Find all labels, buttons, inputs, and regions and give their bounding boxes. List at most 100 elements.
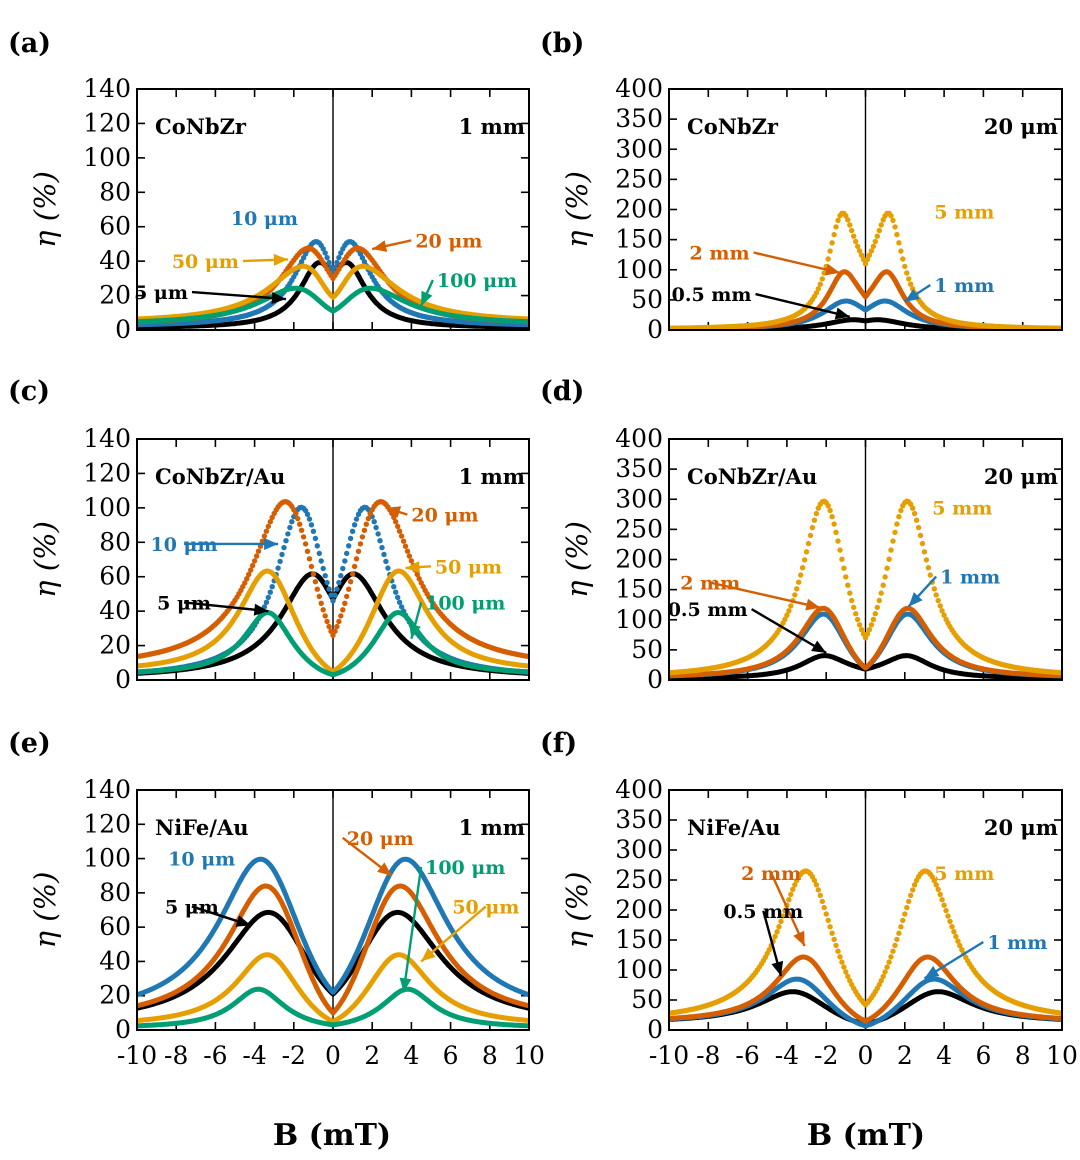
data-point [263,599,270,605]
data-point [338,573,344,579]
data-point [882,574,888,580]
data-point [819,276,825,282]
y-tick-label: 100 [615,605,663,634]
series-annotation: 100 μm [425,592,505,614]
data-point [326,259,332,266]
data-point [249,562,256,569]
data-point [955,938,961,944]
x-tick-label: 0 [325,1041,341,1070]
data-point [827,507,833,514]
data-point [332,628,338,634]
annotation-arrow-shaft [753,251,841,274]
data-point [377,538,383,544]
x-tick-label: 2 [364,1041,380,1070]
series-line-100-μm [137,610,529,678]
data-point [900,917,906,924]
data-point [263,528,270,534]
data-point [246,571,252,578]
annotation-arrow-shaft [709,581,821,609]
data-point [782,907,788,914]
annotation-arrow-head [811,640,827,653]
material-label: CoNbZr [155,114,247,139]
data-point [398,604,405,610]
annotation-arrow-head [405,561,420,574]
data-point [908,892,914,899]
data-point [908,501,914,507]
data-point [866,627,873,633]
data-point [349,571,356,577]
annotation-arrow-head [793,930,805,946]
data-point [943,907,949,914]
y-tick-label: 0 [115,1015,131,1044]
y-tick-label: 200 [615,895,663,924]
data-point [890,948,896,954]
data-point [328,592,334,598]
data-point [385,565,391,571]
y-axis-title: η (%) [560,521,594,598]
annotation-arrow-head [421,290,433,306]
plot-frame [136,88,530,331]
data-point [843,969,849,975]
data-point [894,521,900,527]
data-point [827,248,833,254]
data-point [947,918,953,925]
data-point [355,548,362,554]
data-point [957,942,963,949]
series-annotation: 5 mm [932,497,992,519]
y-axis-title: η (%) [560,872,594,949]
series-line-50-μm [137,263,529,322]
condition-label: 20 μm [984,114,1058,139]
data-point [821,904,827,911]
series-5-mm [669,210,1062,330]
data-point [253,553,260,559]
data-point [872,611,878,617]
data-point [277,558,283,565]
panel-a: (a) η (%) 0 20 40 60 80 100 120 140 CoNbZr 1 mm 10 μ… [8,28,530,344]
data-point [328,628,334,634]
data-point [870,243,877,250]
data-point [347,535,354,542]
y-tick-label: 400 [615,74,663,103]
data-point [868,622,875,628]
annotation-arrow-shaft [755,292,851,318]
series-annotation: 5 mm [934,863,994,885]
y-tick-label: 150 [615,575,663,604]
condition-label: 20 μm [984,464,1058,489]
data-point [931,877,937,884]
panel-letter: (d) [540,376,584,407]
x-tick-label: 6 [975,1041,991,1070]
data-point [896,514,902,520]
y-tick-label: 20 [99,981,131,1010]
y-tick-label: 100 [615,955,663,984]
data-point [298,259,305,265]
data-point [255,548,262,554]
data-point [906,898,912,905]
data-point [314,586,320,592]
y-tick-label: 80 [99,527,131,556]
data-point [342,558,348,564]
y-tick-label: 20 [99,281,131,310]
data-point [829,240,835,246]
y-tick-label: 0 [647,315,663,344]
data-point [322,613,328,619]
panel-letter: (b) [540,28,584,59]
x-tick-label: -2 [282,1041,306,1070]
data-point [876,227,882,234]
data-point [766,947,772,953]
data-point [858,252,865,258]
data-point [318,558,324,564]
data-point [813,290,820,296]
series-annotation: 10 μm [231,208,298,230]
data-point [851,604,857,611]
annotation-arrow-head [924,965,940,979]
data-point [894,231,900,238]
series-annotation: 5 μm [134,282,188,304]
data-point [847,222,853,228]
data-point [892,529,898,535]
data-point [792,882,798,888]
y-tick-label: 100 [83,143,131,172]
data-point [874,233,880,239]
data-point [353,516,360,522]
series-annotation: 0.5 mm [668,599,748,621]
